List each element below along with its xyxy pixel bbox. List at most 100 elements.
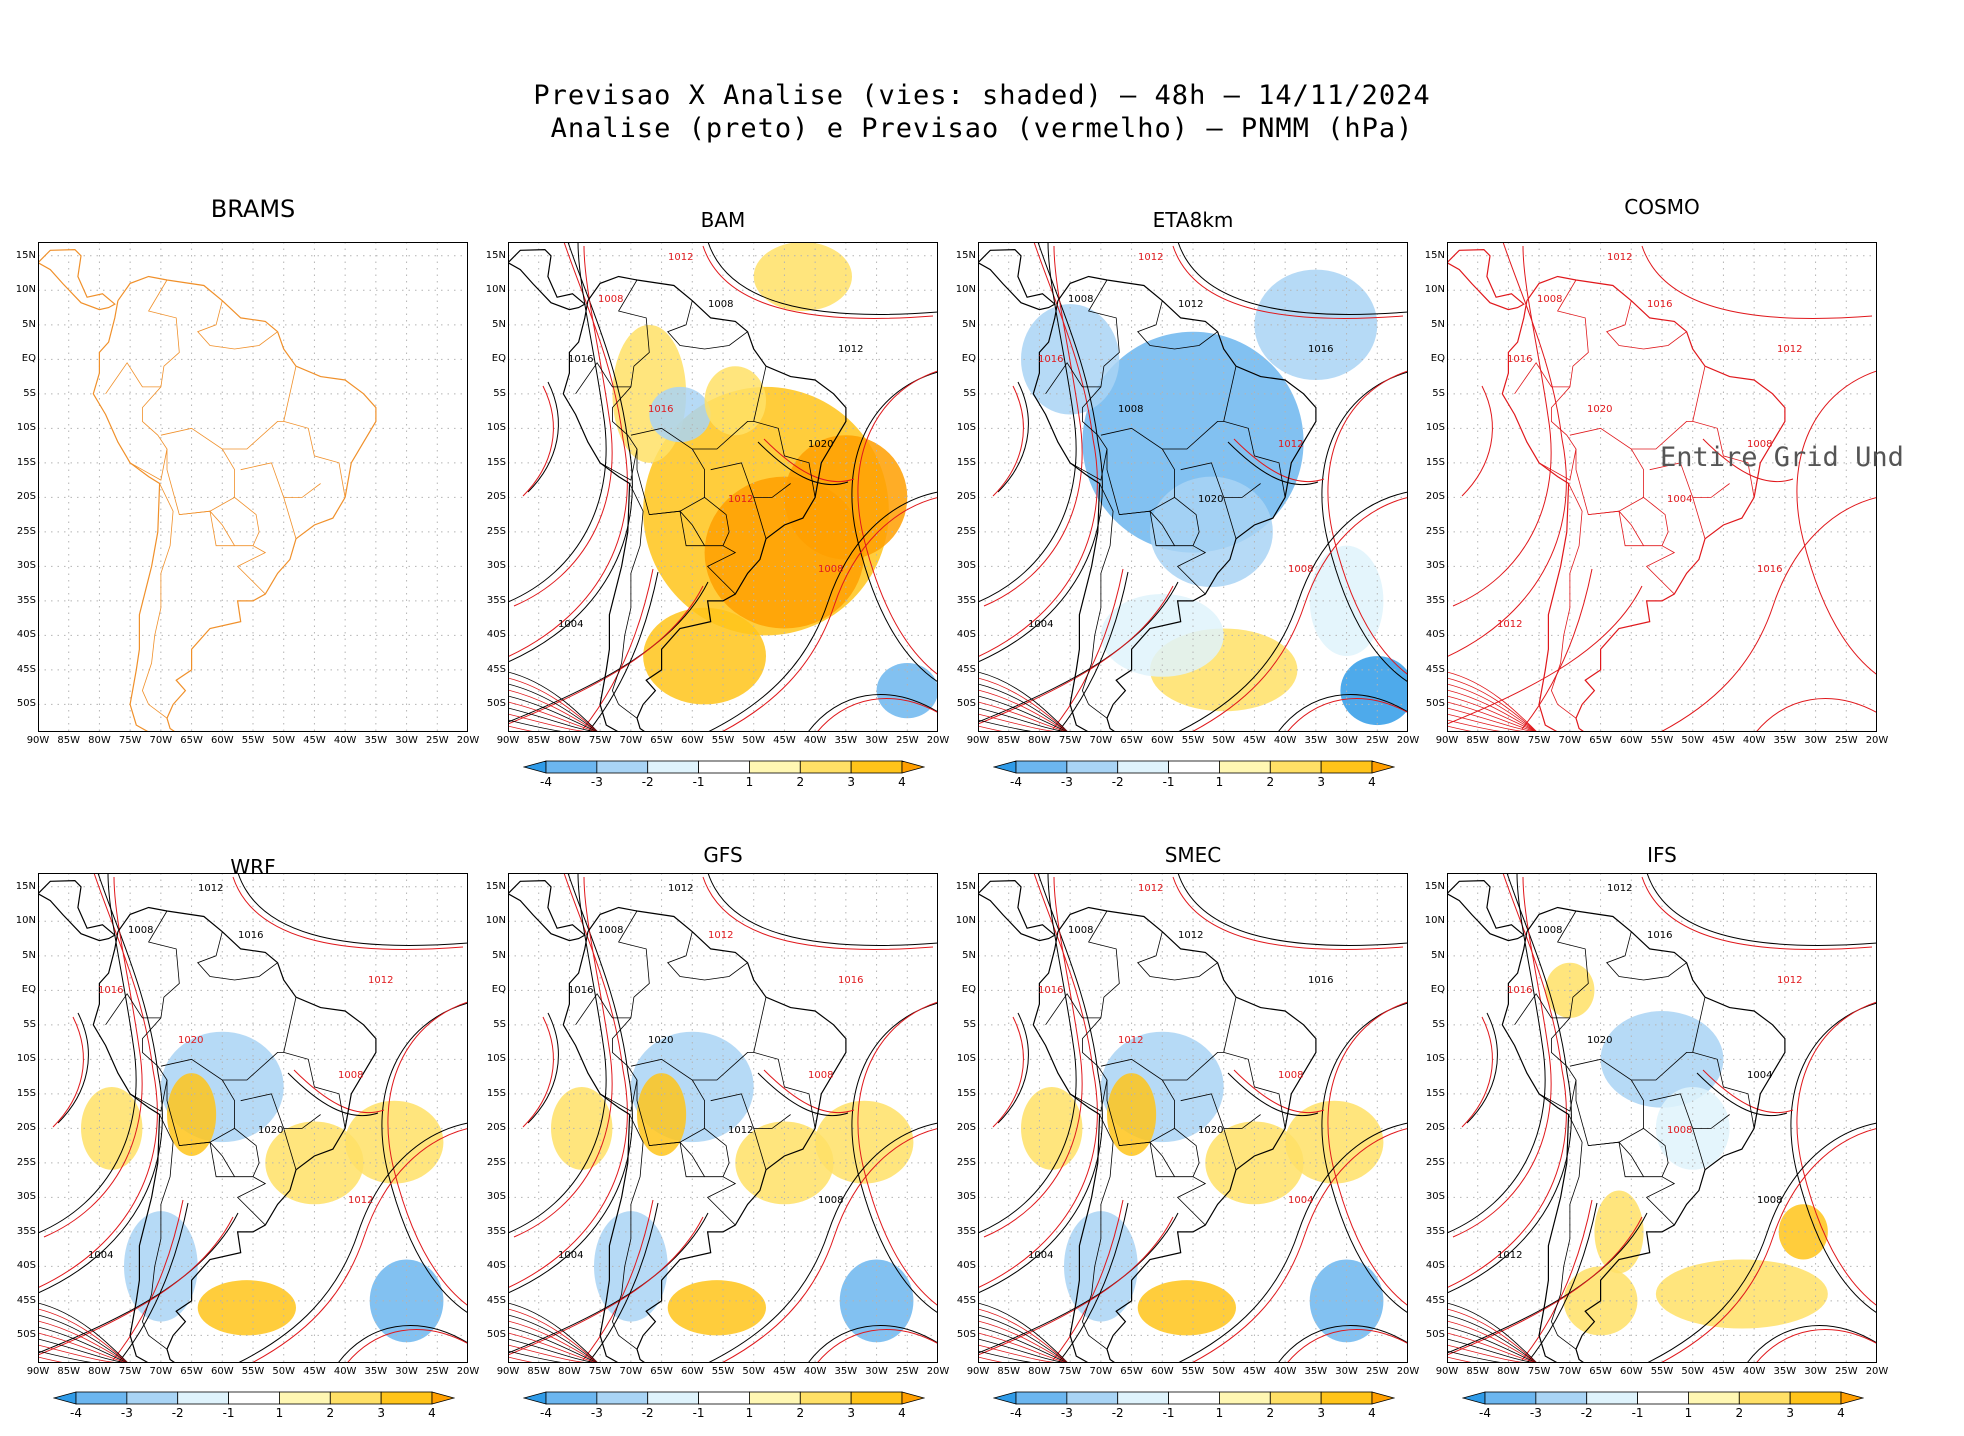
lat-tick-label: 10N	[15, 284, 36, 296]
forecast-contour-0	[1447, 242, 1567, 658]
colorbar-swatch-1	[1066, 1391, 1119, 1405]
anomaly-shade-3	[1137, 1280, 1236, 1336]
lat-tick-label: 5N	[492, 949, 506, 961]
south-isobar-1	[978, 1308, 1069, 1363]
south-isobar-7	[508, 713, 598, 732]
lon-tick-label: 80W	[558, 1366, 581, 1377]
colorbar-arrow-right	[901, 760, 925, 774]
lat-tick-label: 35S	[486, 1225, 506, 1237]
colorbar-tick-label: -1	[1631, 1406, 1644, 1420]
colorbar-tick-label: 2	[1266, 1406, 1275, 1420]
contour-label: 1012	[1278, 439, 1303, 450]
colorbar-tick-label: -3	[120, 1406, 133, 1420]
colorbar-tick-label: 4	[428, 1406, 436, 1420]
country-border-11	[1631, 1051, 1693, 1081]
colorbar-swatch-6	[1789, 1391, 1842, 1405]
contour-label: 1012	[1497, 619, 1522, 630]
anomaly-shade-4	[81, 1086, 143, 1170]
lon-tick-label: 50W	[272, 1366, 296, 1377]
analysis-contour-3	[1790, 1002, 1877, 1314]
lon-tick-label: 20W	[926, 735, 950, 746]
lat-tick-label: 30S	[16, 1191, 36, 1203]
lat-tick-label: EQ	[961, 353, 976, 365]
lon-tick-label: 65W	[180, 1366, 203, 1377]
contour-label: 1016	[1507, 985, 1532, 996]
lon-tick-label: 70W	[1089, 735, 1113, 746]
lon-tick-label: 20W	[1396, 735, 1420, 746]
lon-tick-label: 55W	[241, 1366, 265, 1377]
forecast-contour-9	[1233, 1069, 1325, 1114]
forecast-contour-3	[1327, 370, 1408, 676]
south-isobar-7	[508, 1344, 598, 1363]
colorbar-swatch-2	[1117, 760, 1169, 774]
contour-label: 1008	[1757, 1195, 1782, 1206]
south-isobar-4	[508, 1326, 599, 1363]
forecast-contour-4	[702, 876, 934, 950]
country-border-9	[240, 462, 321, 498]
contour-label: 1004	[88, 1250, 113, 1261]
lon-tick-label: 40W	[1273, 735, 1297, 746]
country-border-2	[1045, 993, 1101, 1026]
country-border-4	[1081, 483, 1114, 719]
contour-label: 1008	[1537, 925, 1562, 936]
anomaly-shade-1	[1150, 476, 1273, 588]
forecast-contour-8	[992, 385, 1024, 497]
lon-tick-label: 75W	[588, 735, 612, 746]
map-panel-eta8km: 1012 1008 1012 1016 1016 1008 1020 1012 1004 1008	[978, 242, 1408, 732]
forecast-contour-1	[1452, 245, 1552, 607]
country-border-11	[692, 1051, 754, 1081]
colorbar-swatch-3	[228, 1391, 280, 1405]
colorbar-swatch-4	[749, 760, 801, 774]
country-border-5	[1618, 497, 1669, 547]
lon-tick-label: 85W	[57, 1366, 81, 1377]
south-isobar-2	[978, 683, 1069, 732]
forecast-contour-9	[1702, 1069, 1794, 1114]
lat-tick-label: 45S	[486, 1294, 506, 1306]
lat-tick-label: 15N	[955, 880, 976, 892]
contour-label: 1016	[1757, 564, 1782, 575]
contour-label: 1012	[838, 344, 863, 355]
lat-tick-label: 30S	[486, 560, 506, 572]
lat-lon-grid	[978, 873, 1408, 1363]
south-isobar-7	[1447, 713, 1537, 732]
colorbar-ifs: -4 -3 -2 -1 1 2 3 4	[1462, 1391, 1864, 1419]
lat-tick-label: 5N	[962, 318, 976, 330]
colorbar-swatch-4	[749, 1391, 801, 1405]
south-isobar-5	[508, 1332, 599, 1363]
lat-tick-label: 45S	[16, 663, 36, 675]
country-border-3	[1538, 1079, 1577, 1112]
lat-tick-label: 10N	[955, 284, 976, 296]
coastlines	[978, 248, 1317, 732]
lat-tick-label: 40S	[1425, 1260, 1445, 1272]
forecast-contour-8	[1461, 385, 1493, 497]
central-america-coast	[508, 248, 586, 311]
forecast-contour-7	[1286, 1329, 1408, 1363]
central-america-coast	[978, 248, 1056, 311]
colorbar-tick-label: 1	[745, 1406, 754, 1420]
contour-label: 1008	[1747, 439, 1772, 450]
country-border-0	[1551, 279, 1645, 516]
map-canvas: 1012 1008 1012 1016 1016 1020 1012 1008 1004 1008	[508, 873, 938, 1363]
contour-label: 1012	[198, 883, 223, 894]
lat-tick-label: 40S	[956, 629, 976, 641]
south-isobar-9	[1447, 1356, 1537, 1363]
anomaly-shade-1	[265, 1121, 364, 1205]
lon-tick-label: 35W	[1773, 735, 1797, 746]
colorbar-eta8km: -4 -3 -2 -1 1 2 3 4	[993, 760, 1395, 788]
lon-tick-label: 65W	[180, 735, 203, 746]
south-isobar-9	[508, 1356, 598, 1363]
country-border-2	[575, 993, 631, 1026]
forecast-contour-8	[52, 1016, 84, 1128]
lon-tick-label: 40W	[803, 735, 827, 746]
country-border-3	[599, 1079, 638, 1112]
country-border-10	[1223, 497, 1237, 539]
colorbar-tick-label: 4	[1368, 1406, 1376, 1420]
lon-tick-label: 20W	[1865, 735, 1889, 746]
lat-tick-label: 40S	[486, 1260, 506, 1272]
contour-label: 1008	[1118, 404, 1143, 415]
country-border-10	[1692, 497, 1706, 539]
colorbar-tick-label: -1	[1162, 1406, 1175, 1420]
lon-tick-label: 90W	[496, 735, 520, 746]
country-border-1	[1137, 931, 1218, 981]
analysis-contour-7	[807, 694, 938, 732]
